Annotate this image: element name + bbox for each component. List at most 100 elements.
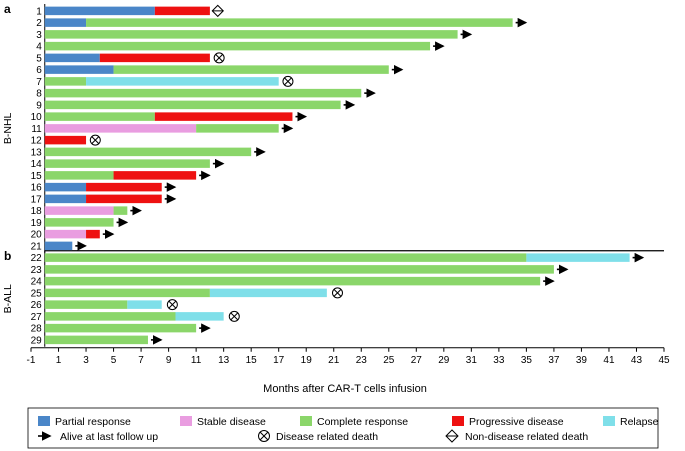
bar-segment-relapse [86,77,279,86]
patient-label: 18 [31,206,43,217]
cross-stroke [91,136,100,144]
bar-segment-complete [113,65,389,74]
x-tick-label: 31 [466,355,478,366]
patient-label: 16 [31,183,43,194]
bar-segment-complete [86,18,513,27]
patient-label: 3 [36,30,42,41]
legend-label-complete: Complete response [317,416,408,428]
legend-swatch-stable [180,416,192,426]
bar-segment-progressive [86,194,162,204]
legend-disease-death-icon [258,430,270,442]
x-tick-label: 5 [111,355,117,366]
bar-segment-progressive [86,182,162,192]
patient-label: 22 [31,253,43,264]
bar-segment-complete [44,41,431,51]
bar-segment-partial [44,241,73,251]
bar-segment-complete [44,323,197,333]
bar-segment-relapse [127,300,162,309]
legend-label-relapse: Relapse [620,416,659,428]
x-tick-label: 7 [138,355,144,366]
patient-label: 5 [36,53,42,64]
patient-label: 2 [36,18,42,29]
patient-label: 14 [31,159,43,170]
x-tick-label: 19 [301,355,313,366]
disease-death-icon [89,134,101,146]
legend-label-alive: Alive at last follow up [60,431,158,443]
patient-label: 29 [31,335,43,346]
cross-stroke [333,289,342,297]
x-tick-label: 43 [631,355,643,366]
bar-segment-complete [196,124,279,133]
patient-label: 8 [36,89,42,100]
bar-segment-progressive [86,229,100,239]
bar-segment-stable [44,229,87,239]
legend-swatch-partial [38,416,50,426]
bar-segment-partial [44,182,87,192]
bar-segment-complete [44,312,176,321]
patient-label: 27 [31,312,43,323]
legend-label-nondisease: Non-disease related death [465,431,588,443]
patient-label: 11 [31,124,42,135]
panel-letter: b [4,249,11,263]
x-axis-label: Months after CAR-T cells infusion [263,383,427,395]
bar-segment-progressive [99,53,210,63]
x-tick-label: 41 [603,355,615,366]
panel-group-label: B-ALL [2,284,14,313]
bar-segment-complete [44,100,341,110]
bar-segment-progressive [154,112,293,121]
legend-nondisease-death-icon [445,429,459,443]
patient-label: 28 [31,324,43,335]
x-tick-label: 21 [328,355,340,366]
bar-segment-complete [44,77,87,86]
cross-stroke [168,300,177,309]
x-tick-label: 11 [191,355,202,366]
disease-death-icon [213,52,225,64]
x-tick-label: -1 [27,355,36,366]
patient-label: 7 [36,77,42,88]
cross-stroke [215,54,224,62]
bar-segment-relapse [175,312,224,321]
x-tick-label: 27 [411,355,423,366]
bar-segment-complete [44,218,114,227]
patient-label: 19 [31,218,43,229]
patient-bars [44,6,630,345]
bar-segment-progressive [44,135,87,145]
patient-label: 24 [31,277,43,288]
legend-label-progressive: Progressive disease [469,416,564,428]
bar-segment-complete [113,206,128,215]
disease-death-icon [166,299,178,311]
cross-stroke [284,77,292,86]
x-tick-label: 15 [246,355,258,366]
patient-label: 23 [31,265,43,276]
x-tick-label: 23 [356,355,368,366]
x-tick-label: 9 [166,355,172,366]
bar-segment-complete [44,265,554,274]
x-tick-label: 13 [218,355,230,366]
legend-label-disease: Disease related death [276,431,378,443]
patient-label: 13 [31,147,43,158]
bar-segment-relapse [209,288,327,298]
patient-label: 17 [31,194,43,205]
x-tick-label: 3 [83,355,89,366]
outcome-markers [75,4,645,345]
bar-segment-partial [44,194,87,204]
x-tick-label: 1 [56,355,62,366]
bar-segment-complete [44,253,527,262]
legend: Partial response Stable disease Complete r… [27,407,659,449]
bar-segment-partial [44,65,114,74]
patient-label: 12 [31,136,43,147]
patient-labels: aB-NHLbB-ALL1234567891011121314151617181… [2,2,42,346]
bar-segment-stable [44,124,197,133]
panel-group-label: B-NHL [2,112,14,144]
cross-stroke [259,431,269,441]
x-tick-label: 17 [273,355,285,366]
patient-label: 21 [31,241,43,252]
bar-segment-complete [44,335,148,345]
x-tick-label: 45 [658,355,670,366]
x-tick-label: 35 [521,355,533,366]
patient-label: 1 [36,6,42,17]
panel-letter: a [4,2,11,16]
legend-swatch-progressive [452,416,464,426]
bar-segment-progressive [113,171,197,180]
